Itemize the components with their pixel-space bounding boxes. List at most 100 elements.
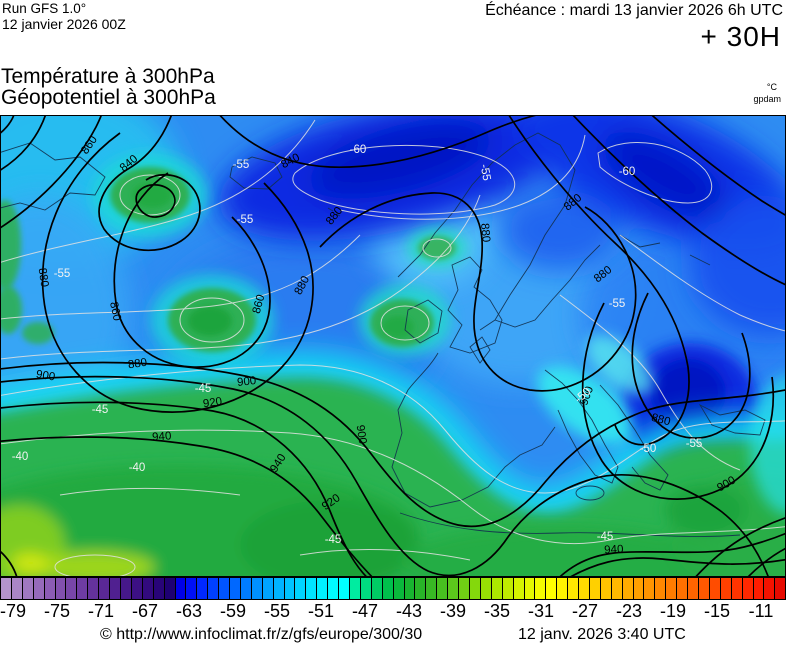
geopotential-contour-label: 940: [152, 430, 172, 443]
colorbar-cell: [524, 578, 536, 599]
colorbar-cell: [611, 578, 623, 599]
temperature-field: [0, 115, 786, 577]
colorbar-tick-label: -71: [87, 601, 114, 621]
geopotential-contour-label: 920: [202, 396, 223, 411]
colorbar-cell: [120, 578, 132, 599]
colorbar-cell: [742, 578, 754, 599]
colorbar-cell: [284, 578, 296, 599]
colorbar-cell: [404, 578, 416, 599]
colorbar-cell: [99, 578, 111, 599]
colorbar-tick-label: -75: [43, 601, 70, 621]
temperature-contour-label: -60: [350, 144, 367, 156]
colorbar-cell: [644, 578, 656, 599]
geopotential-unit-label: gpdam: [753, 94, 781, 104]
colorbar-cell: [350, 578, 361, 599]
temperature-contour-label: -55: [478, 163, 493, 181]
colorbar-cell: [546, 578, 558, 599]
temperature-unit-label: °C: [766, 82, 777, 92]
geopotential-contour-label: 940: [604, 544, 624, 557]
colorbar: [0, 577, 786, 600]
colorbar-tick-label: -19: [659, 601, 686, 621]
colorbar-cell: [197, 578, 209, 599]
geopotential-contour-label: 860: [107, 301, 123, 322]
colorbar-tick-label: -11: [748, 601, 774, 621]
colorbar-tick-label: -47: [351, 601, 378, 621]
colorbar-tick-label: -51: [307, 601, 334, 621]
colorbar-tick-label: -15: [703, 601, 730, 621]
colorbar-cell: [622, 578, 634, 599]
colorbar-tick-label: -67: [131, 601, 158, 621]
temperature-contour-label: -40: [129, 462, 146, 474]
copyright-url: © http://www.infoclimat.fr/z/gfs/europe/…: [100, 626, 423, 643]
colorbar-cell: [480, 578, 492, 599]
map-canvas: 860 840 840 860 860 880 880 880 880 880 880 880 880 9…: [0, 115, 786, 577]
colorbar-cell: [230, 578, 241, 599]
colorbar-tick-label: -63: [175, 601, 202, 621]
colorbar-cell: [382, 578, 394, 599]
colorbar-cell: [66, 578, 78, 599]
colorbar-cell: [448, 578, 460, 599]
geopotential-contour-label: 860: [251, 293, 268, 315]
colorbar-cell: [393, 578, 405, 599]
colorbar-cell: [251, 578, 263, 599]
colorbar-tick-label: -23: [615, 601, 642, 621]
colorbar-cell: [677, 578, 689, 599]
geopotential-contour-label: 900: [354, 424, 369, 445]
colorbar-tick-label: -43: [395, 601, 422, 621]
colorbar-cell: [22, 578, 34, 599]
colorbar-cell: [491, 578, 503, 599]
parameter-title-geopotential: Géopotentiel à 300hPa: [1, 86, 216, 109]
temperature-contour-label: -45: [195, 383, 212, 395]
temperature-contour-label: -55: [237, 214, 254, 226]
colorbar-cell: [317, 578, 329, 599]
colorbar-cell: [764, 578, 776, 599]
colorbar-cell: [153, 578, 165, 599]
colorbar-tick-label: -55: [263, 601, 290, 621]
colorbar-cell: [11, 578, 23, 599]
colorbar-cell: [219, 578, 231, 599]
colorbar-cell: [131, 578, 143, 599]
colorbar-cell: [437, 578, 449, 599]
colorbar-cell: [142, 578, 154, 599]
colorbar-tick-label: -39: [439, 601, 466, 621]
colorbar-cell: [175, 578, 187, 599]
colorbar-cell: [469, 578, 481, 599]
generation-timestamp: 12 janv. 2026 3:40 UTC: [518, 626, 686, 643]
colorbar-cell: [262, 578, 274, 599]
colorbar-cell: [731, 578, 743, 599]
coastlines: [0, 132, 766, 537]
colorbar-cell: [77, 578, 89, 599]
colorbar-cell: [720, 578, 732, 599]
colorbar-cell: [666, 578, 678, 599]
run-label: Run GFS 1.0°: [2, 1, 87, 16]
colorbar-cell: [164, 578, 176, 599]
colorbar-cell: [360, 578, 372, 599]
colorbar-cell: [328, 578, 340, 599]
colorbar-cell: [600, 578, 612, 599]
colorbar-cell: [273, 578, 285, 599]
valid-time-label: Échéance : mardi 13 janvier 2026 6h UTC: [485, 2, 783, 19]
colorbar-cell: [688, 578, 699, 599]
geopotential-contours: [0, 115, 786, 577]
forecast-hour-label: + 30H: [700, 21, 781, 52]
colorbar-cell: [459, 578, 470, 599]
colorbar-cell: [1, 578, 12, 599]
temperature-contour-label: -60: [619, 166, 636, 178]
colorbar-cell: [306, 578, 318, 599]
temperature-contour-label: -45: [325, 534, 342, 546]
colorbar-cell: [589, 578, 601, 599]
geopotential-contour-label: 900: [35, 368, 56, 383]
colorbar-cell: [240, 578, 252, 599]
colorbar-cell: [415, 578, 427, 599]
colorbar-cell: [535, 578, 547, 599]
temperature-contour-label: -55: [233, 159, 250, 171]
colorbar-cell: [775, 578, 786, 599]
colorbar-tick-label: -27: [571, 601, 598, 621]
colorbar-cell: [655, 578, 667, 599]
colorbar-cell: [371, 578, 383, 599]
geopotential-contour-label: 880: [127, 357, 148, 372]
temperature-contour-label: -45: [92, 404, 109, 416]
colorbar-cell: [579, 578, 590, 599]
